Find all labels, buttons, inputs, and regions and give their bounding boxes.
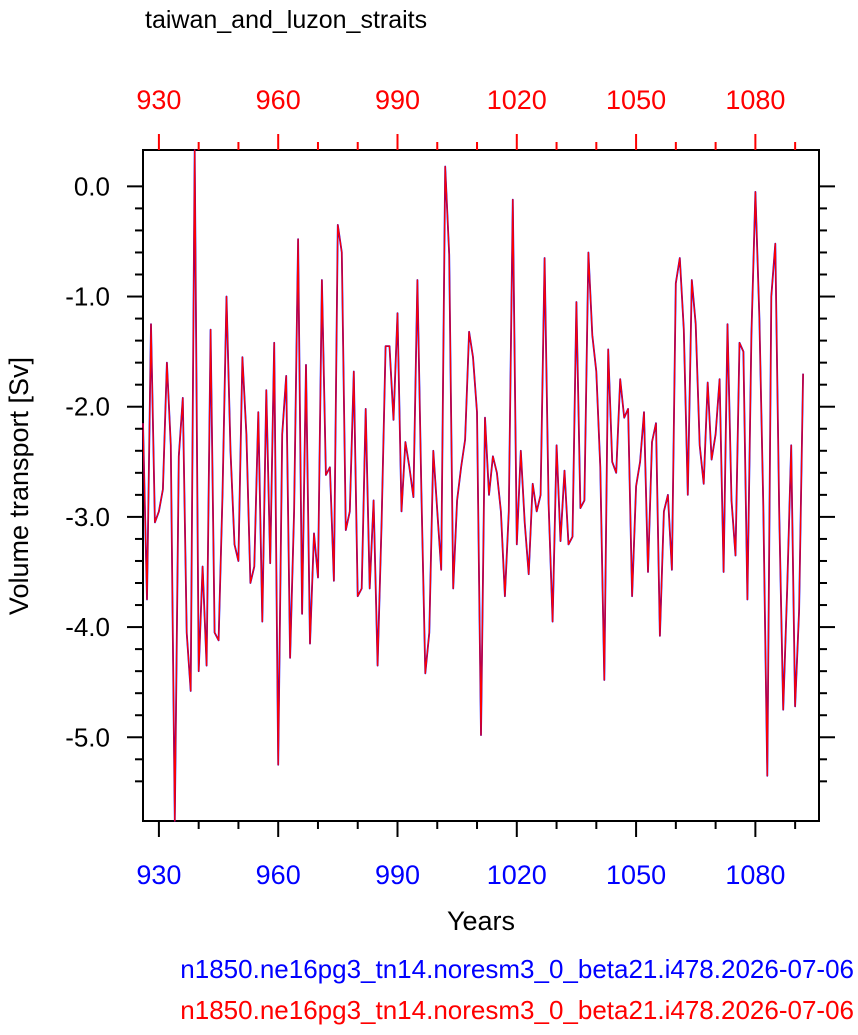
y-tick-label: -5.0: [65, 722, 110, 752]
x-tick-label-top: 960: [256, 85, 301, 115]
y-tick-label: -1.0: [65, 282, 110, 312]
x-tick-label-top: 1020: [487, 85, 547, 115]
series-line-red: [142, 149, 804, 822]
series-layer: [142, 149, 804, 822]
y-tick-label: -3.0: [65, 502, 110, 532]
x-tick-label-bottom: 960: [256, 860, 301, 890]
x-tick-label-bottom: 1050: [606, 860, 666, 890]
chart-title: taiwan_and_luzon_straits: [145, 6, 427, 34]
y-axis-label: Volume transport [Sv]: [4, 357, 34, 615]
y-tick-label: -4.0: [65, 612, 110, 642]
x-tick-label-bottom: 1080: [725, 860, 785, 890]
series-line-blue: [142, 149, 804, 822]
x-tick-label-bottom: 1020: [487, 860, 547, 890]
x-tick-label-top: 1080: [725, 85, 785, 115]
legend-entry-blue: n1850.ne16pg3_tn14.noresm3_0_beta21.i478…: [180, 954, 854, 984]
x-tick-label-top: 930: [136, 85, 181, 115]
y-tick-label: -2.0: [65, 392, 110, 422]
legend-entry-red: n1850.ne16pg3_tn14.noresm3_0_beta21.i478…: [180, 995, 854, 1025]
x-tick-label-top: 990: [375, 85, 420, 115]
x-tick-label-bottom: 990: [375, 860, 420, 890]
y-tick-label: 0.0: [74, 171, 110, 201]
x-tick-label-top: 1050: [606, 85, 666, 115]
axes-layer: 930 930 960 960 990 990 1020 1020 1050 1050 1080 10…: [65, 85, 835, 890]
plot-area-frame: [142, 149, 820, 822]
x-tick-label-bottom: 930: [136, 860, 181, 890]
x-axis-label: Years: [447, 906, 515, 936]
